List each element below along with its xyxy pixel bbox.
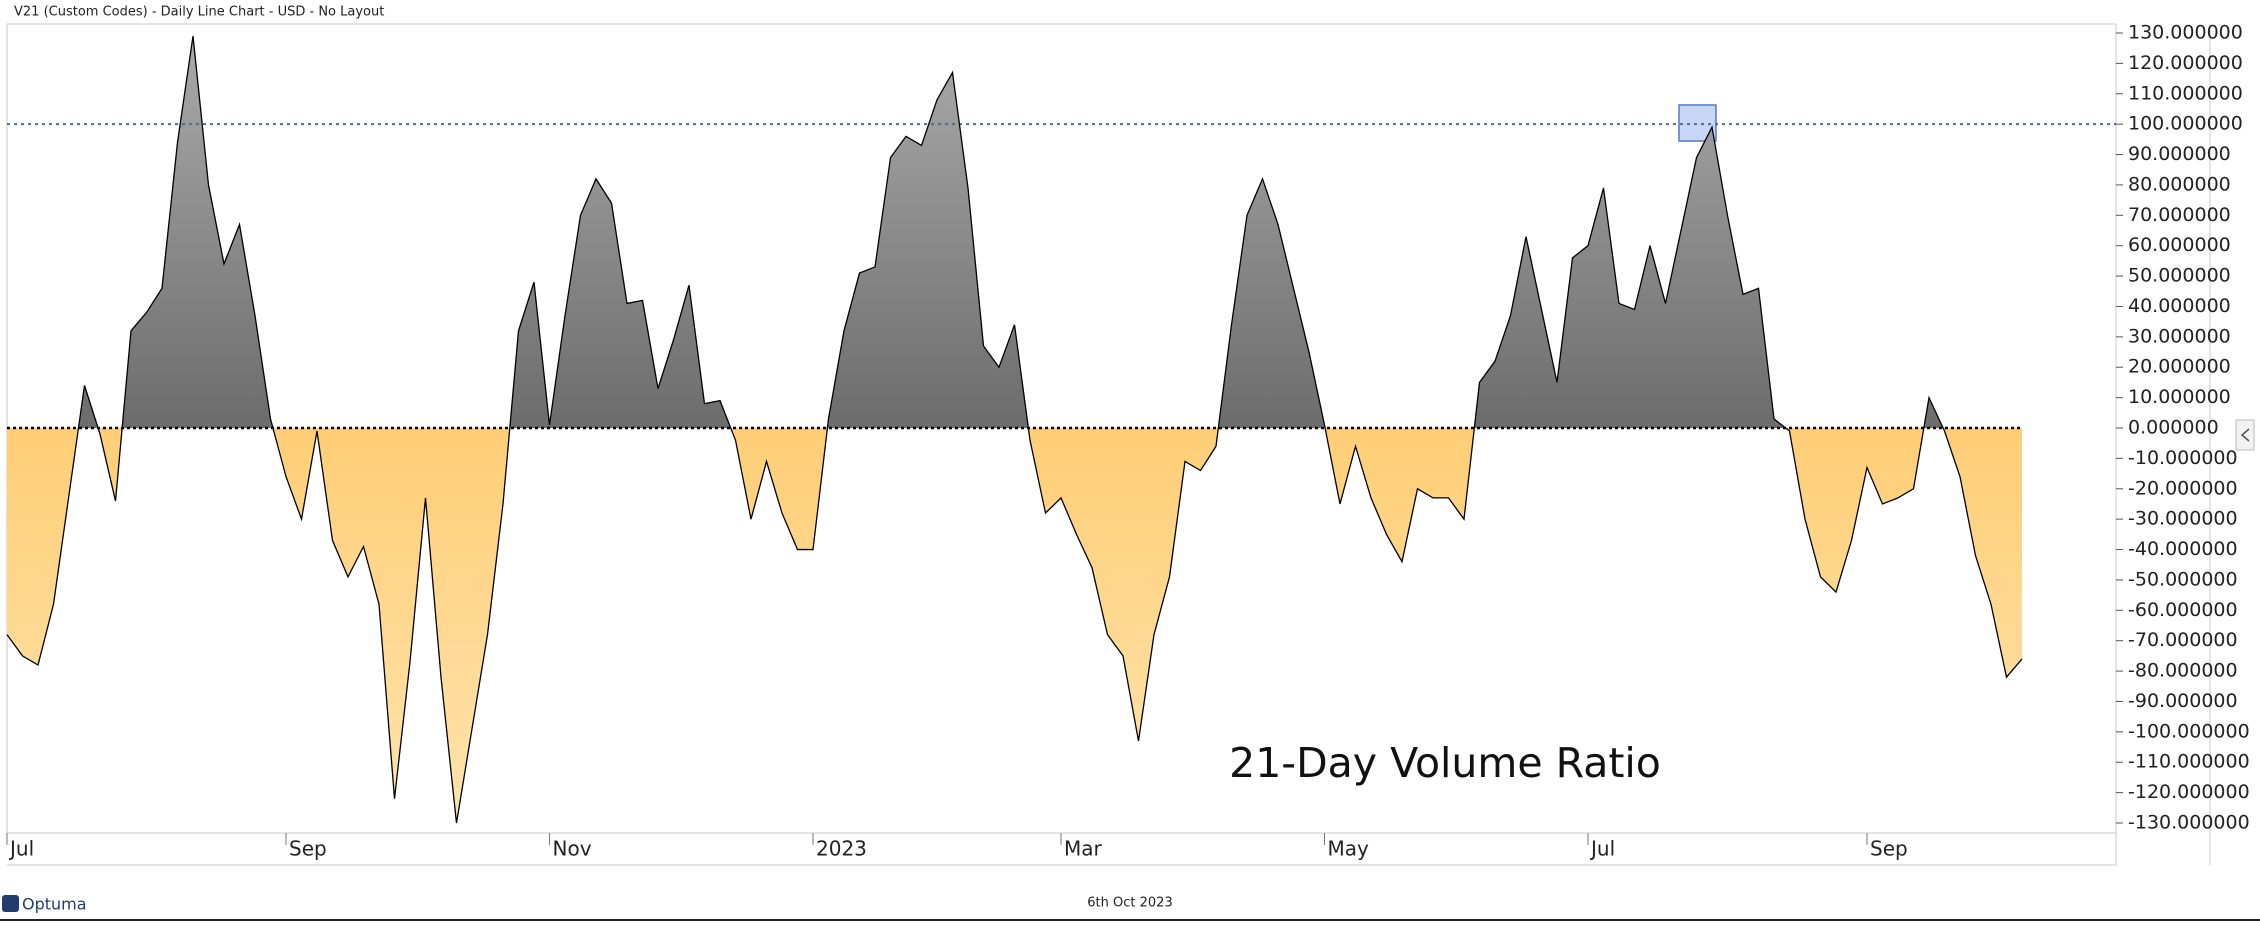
collapse-button[interactable] — [2235, 419, 2255, 451]
y-tick-label: 30.000000 — [2128, 325, 2231, 347]
y-tick-label: 110.000000 — [2128, 82, 2243, 104]
chart-title: 21-Day Volume Ratio — [1229, 739, 1661, 787]
y-tick-label: 90.000000 — [2128, 143, 2231, 165]
y-tick-label: -130.000000 — [2128, 812, 2250, 834]
y-tick-label: -40.000000 — [2128, 538, 2238, 560]
y-tick-label: 10.000000 — [2128, 386, 2231, 408]
y-tick-label: 40.000000 — [2128, 295, 2231, 317]
y-tick-label: 20.000000 — [2128, 356, 2231, 378]
negative-area — [7, 428, 2022, 823]
logo-text: Optuma — [22, 895, 87, 914]
chart-header: V21 (Custom Codes) - Daily Line Chart - … — [14, 5, 384, 20]
y-tick-label: 70.000000 — [2128, 204, 2231, 226]
positive-area — [7, 36, 2022, 428]
x-tick-label: Jul — [8, 837, 34, 861]
y-tick-label: 60.000000 — [2128, 234, 2231, 256]
y-tick-label: -10.000000 — [2128, 447, 2238, 469]
y-tick-label: -60.000000 — [2128, 599, 2238, 621]
y-tick-label: 80.000000 — [2128, 173, 2231, 195]
line — [6, 35, 2023, 824]
x-tick-label: Sep — [289, 837, 327, 861]
y-tick-label: -70.000000 — [2128, 629, 2238, 651]
y-tick-label: -120.000000 — [2128, 781, 2250, 803]
y-tick-label: -20.000000 — [2128, 477, 2238, 499]
x-tick-label: Sep — [1870, 837, 1908, 861]
y-tick-label: -100.000000 — [2128, 720, 2250, 742]
x-tick-label: Nov — [553, 837, 592, 861]
y-tick-label: 100.000000 — [2128, 113, 2243, 135]
y-tick-label: -50.000000 — [2128, 568, 2238, 590]
y-tick-label: -90.000000 — [2128, 690, 2238, 712]
x-tick-label: Mar — [1064, 837, 1103, 861]
collapse-arrow — [2240, 428, 2250, 442]
x-tick-label: 2023 — [816, 837, 867, 861]
footer-date: 6th Oct 2023 — [1087, 896, 1172, 911]
y-tick-label: -80.000000 — [2128, 660, 2238, 682]
y-tick-label: 120.000000 — [2128, 52, 2243, 74]
y-tick-label: 130.000000 — [2128, 22, 2243, 44]
logo-icon — [2, 895, 19, 912]
x-tick-label: May — [1328, 837, 1370, 861]
y-tick-label: -110.000000 — [2128, 751, 2250, 773]
y-tick-label: 50.000000 — [2128, 265, 2231, 287]
y-tick-label: 0.000000 — [2128, 417, 2219, 439]
y-tick-label: -30.000000 — [2128, 508, 2238, 530]
x-tick-label: Jul — [1589, 837, 1615, 861]
